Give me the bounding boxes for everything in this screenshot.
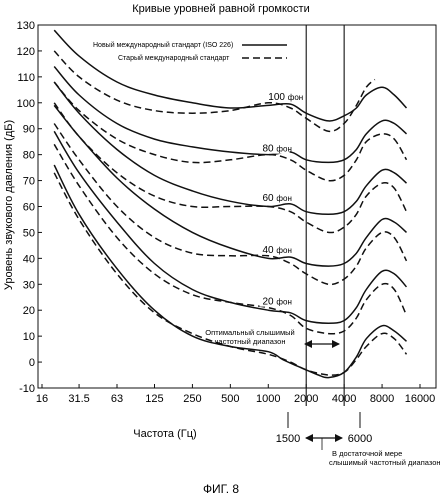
phon-label-background	[259, 243, 290, 255]
phon-label-40: 40 фон	[263, 245, 292, 256]
phon-label-20: 20 фон	[263, 297, 292, 308]
curve-old-series-9	[53, 123, 408, 286]
y-tick-label: 0	[29, 357, 35, 369]
x-tick-label: 63	[111, 393, 123, 405]
y-tick-label: -10	[19, 383, 35, 395]
phon-unit: фон	[276, 194, 291, 203]
y-tick-label: 110	[17, 72, 35, 84]
phon-label-60: 60 фон	[263, 193, 292, 204]
legend: Новый международный стандарт (ISO 226) С…	[93, 41, 287, 62]
phon-label-background	[259, 142, 290, 154]
y-tick-label: 20	[23, 305, 35, 317]
phon-unit: фон	[276, 298, 291, 307]
phon-label-background	[259, 295, 290, 307]
range-text-line2: слышимый частотный диапазон	[329, 458, 441, 467]
curve-new-series-5	[53, 164, 407, 379]
x-tick-label: 8000	[370, 393, 394, 405]
curve-new-60-phon	[53, 81, 408, 216]
y-tick-label: 80	[23, 150, 35, 162]
phon-unit: фон	[276, 145, 291, 154]
x-tick-label: 125	[145, 393, 163, 405]
curve-new-80-phon	[53, 66, 407, 164]
sufficient-range-annotation: 1500 6000 В достаточной мере слышимый ча…	[276, 412, 441, 467]
y-tick-label: 50	[23, 227, 35, 239]
optimal-range-text-line2: частотный диапазон	[215, 337, 286, 346]
figure-label: ФИГ. 8	[203, 482, 239, 496]
optimal-range-text-line1: Оптимальный слышимый	[205, 328, 294, 337]
curve-old-series-6	[53, 50, 376, 133]
y-tick-label: 30	[23, 279, 35, 291]
curve-new-100-phon	[53, 29, 408, 122]
phon-label-100: 100 фон	[268, 92, 303, 103]
legend-label-old: Старый международный стандарт	[118, 54, 230, 62]
plot-area: -10 0 10 20 30 40 50 60 70 80 90 100 110 120 130 16 31.5…	[17, 20, 436, 406]
curve-new-40-phon	[53, 104, 407, 267]
range-start-label: 1500	[276, 433, 300, 445]
y-tick-label: 120	[17, 46, 35, 58]
curve-old-series-7	[53, 81, 408, 182]
phon-label-80: 80 фон	[263, 144, 292, 155]
y-tick-label: 60	[23, 202, 35, 214]
x-tick-label: 16000	[405, 393, 436, 405]
range-text-line1: В достаточной мере	[332, 449, 402, 458]
x-tick-label: 31.5	[68, 393, 89, 405]
phon-unit: фон	[288, 93, 303, 102]
x-axis-label: Частота (Гц)	[133, 428, 196, 440]
curve-old-series-11	[53, 172, 408, 376]
x-tick-label: 500	[221, 393, 239, 405]
curve-new-20-phon	[53, 130, 408, 324]
y-axis-label: Уровень звукового давления (дБ)	[3, 120, 15, 290]
y-tick-label: 130	[17, 20, 35, 32]
curve-old-series-10	[53, 143, 408, 335]
phon-label-background	[259, 191, 290, 203]
y-tick-label: 90	[23, 124, 35, 136]
phon-label-background	[265, 90, 296, 102]
y-tick-label: 100	[17, 98, 35, 110]
x-tick-label: 250	[183, 393, 201, 405]
y-tick-label: 40	[23, 253, 35, 265]
legend-label-new: Новый международный стандарт (ISO 226)	[93, 41, 233, 49]
y-tick-label: 10	[23, 331, 35, 343]
chart-title: Кривые уровней равной громкости	[132, 3, 309, 15]
optimal-range-annotation: Оптимальный слышимый частотный диапазон	[205, 328, 340, 348]
phon-unit: фон	[276, 246, 291, 255]
curve-old-series-8	[53, 102, 408, 234]
range-end-label: 6000	[348, 433, 372, 445]
x-tick-label: 16	[36, 393, 48, 405]
x-tick-label: 1000	[256, 393, 280, 405]
y-tick-label: 70	[23, 176, 35, 188]
